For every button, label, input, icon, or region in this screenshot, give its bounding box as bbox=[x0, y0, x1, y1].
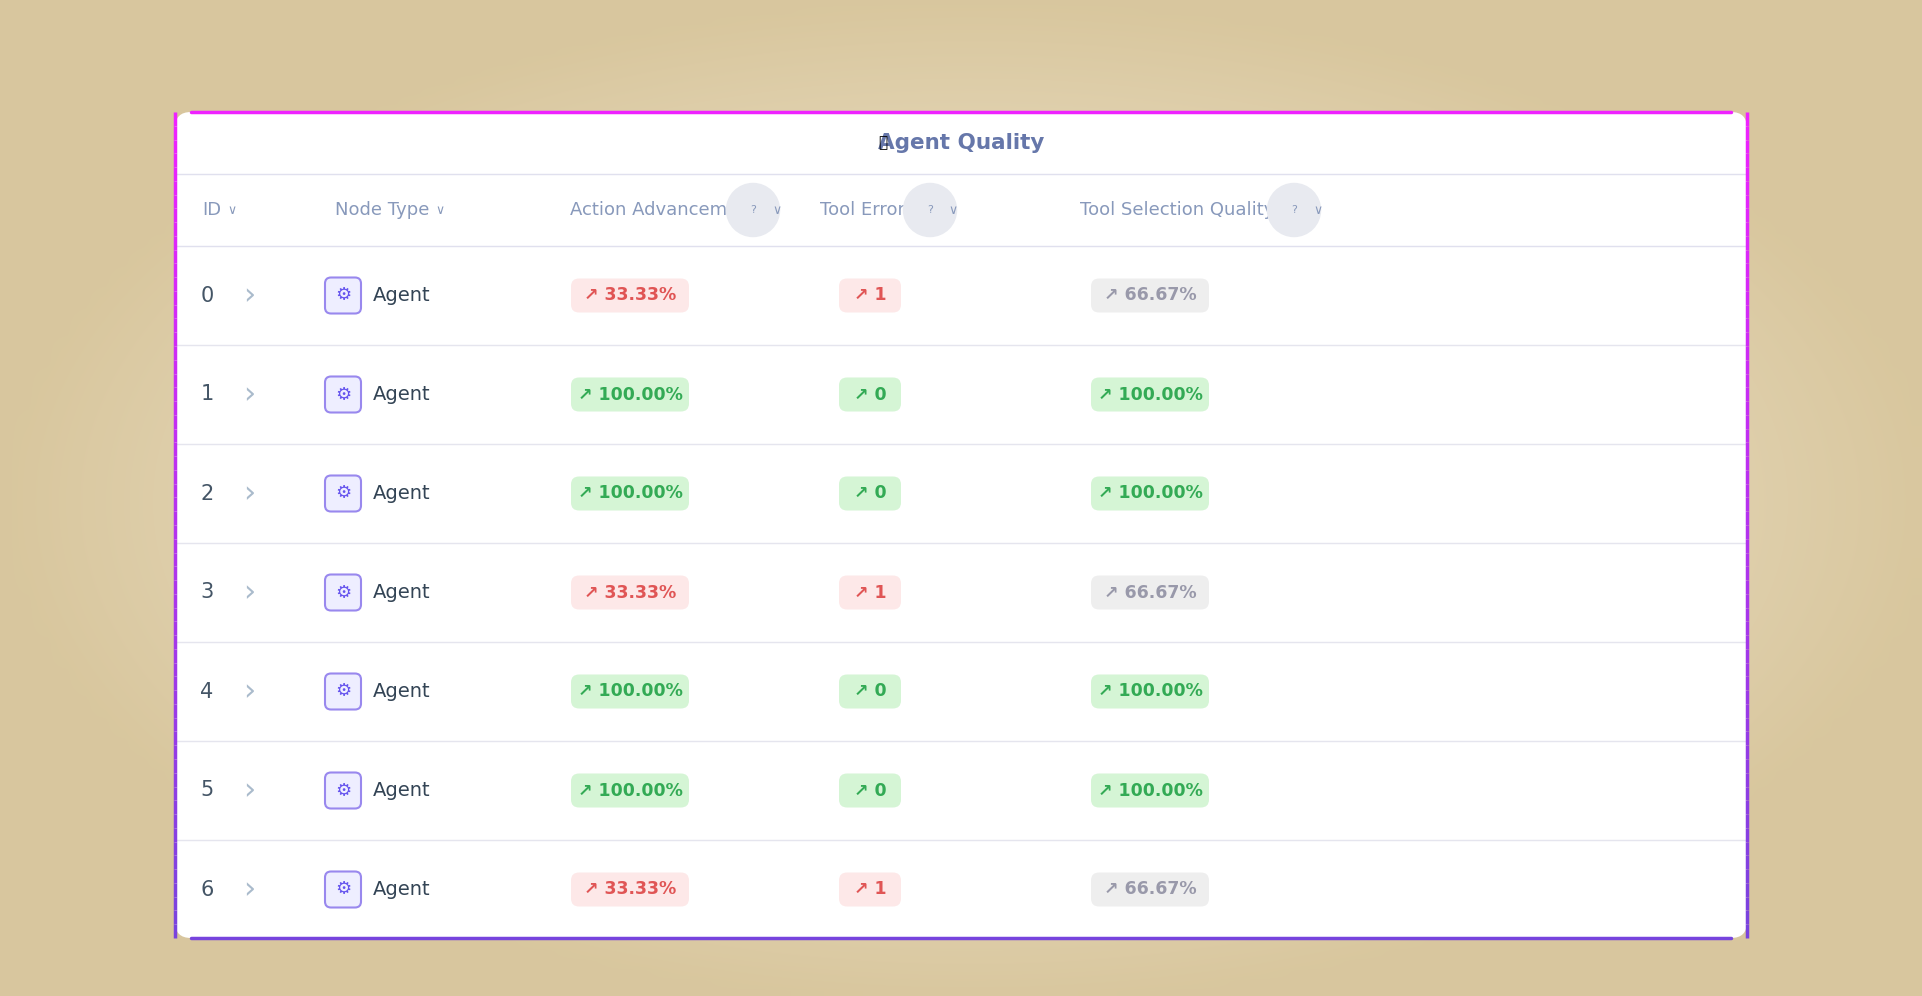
Text: ∨: ∨ bbox=[434, 203, 444, 216]
Text: ↗ 0: ↗ 0 bbox=[853, 385, 886, 403]
Text: ›: › bbox=[242, 677, 256, 706]
FancyBboxPatch shape bbox=[571, 674, 688, 708]
FancyBboxPatch shape bbox=[1092, 674, 1209, 708]
FancyBboxPatch shape bbox=[175, 112, 1747, 938]
Text: Agent: Agent bbox=[373, 781, 431, 800]
FancyBboxPatch shape bbox=[1092, 576, 1209, 610]
FancyBboxPatch shape bbox=[1092, 774, 1209, 808]
Text: ↗ 100.00%: ↗ 100.00% bbox=[1097, 782, 1203, 800]
Text: ↗ 100.00%: ↗ 100.00% bbox=[579, 782, 682, 800]
FancyBboxPatch shape bbox=[1092, 377, 1209, 411]
Text: 6: 6 bbox=[200, 879, 213, 899]
Text: Agent: Agent bbox=[373, 880, 431, 899]
Text: Agent: Agent bbox=[373, 385, 431, 404]
Text: ›: › bbox=[242, 776, 256, 805]
Text: Node Type: Node Type bbox=[334, 201, 429, 219]
FancyBboxPatch shape bbox=[571, 279, 688, 313]
Text: ⚙: ⚙ bbox=[334, 484, 352, 503]
FancyBboxPatch shape bbox=[325, 376, 361, 412]
Text: ↗ 33.33%: ↗ 33.33% bbox=[584, 584, 677, 602]
Text: ›: › bbox=[242, 281, 256, 310]
Text: Agent: Agent bbox=[373, 682, 431, 701]
Text: ›: › bbox=[242, 479, 256, 508]
FancyBboxPatch shape bbox=[1092, 872, 1209, 906]
FancyBboxPatch shape bbox=[840, 377, 901, 411]
Text: Tool Errors: Tool Errors bbox=[821, 201, 915, 219]
Text: ↗ 100.00%: ↗ 100.00% bbox=[579, 385, 682, 403]
Text: Agent: Agent bbox=[373, 286, 431, 305]
Text: 5: 5 bbox=[200, 781, 213, 801]
FancyBboxPatch shape bbox=[1092, 279, 1209, 313]
FancyBboxPatch shape bbox=[571, 872, 688, 906]
FancyBboxPatch shape bbox=[325, 575, 361, 611]
Text: Tool Selection Quality: Tool Selection Quality bbox=[1080, 201, 1274, 219]
Text: ?: ? bbox=[750, 205, 755, 215]
FancyBboxPatch shape bbox=[571, 576, 688, 610]
Text: ⚙: ⚙ bbox=[334, 880, 352, 898]
Text: ∨: ∨ bbox=[1313, 203, 1322, 216]
FancyBboxPatch shape bbox=[840, 774, 901, 808]
Text: 2: 2 bbox=[200, 483, 213, 504]
FancyBboxPatch shape bbox=[840, 279, 901, 313]
Text: ∨: ∨ bbox=[227, 203, 236, 216]
Text: ↗ 0: ↗ 0 bbox=[853, 484, 886, 503]
FancyBboxPatch shape bbox=[325, 673, 361, 709]
Text: ↗ 100.00%: ↗ 100.00% bbox=[1097, 484, 1203, 503]
Text: ›: › bbox=[242, 578, 256, 607]
Text: ⚙: ⚙ bbox=[334, 385, 352, 403]
FancyBboxPatch shape bbox=[840, 576, 901, 610]
Text: Agent: Agent bbox=[373, 583, 431, 602]
Text: 3: 3 bbox=[200, 583, 213, 603]
Text: ∨: ∨ bbox=[773, 203, 780, 216]
FancyBboxPatch shape bbox=[571, 476, 688, 511]
Text: ?: ? bbox=[1292, 205, 1297, 215]
Text: 0: 0 bbox=[200, 286, 213, 306]
Text: 4: 4 bbox=[200, 681, 213, 701]
Text: ⚙: ⚙ bbox=[334, 782, 352, 800]
FancyBboxPatch shape bbox=[325, 475, 361, 512]
Text: ?: ? bbox=[926, 205, 932, 215]
Text: ⚙: ⚙ bbox=[334, 584, 352, 602]
Text: ↗ 0: ↗ 0 bbox=[853, 682, 886, 700]
Text: ∨: ∨ bbox=[948, 203, 957, 216]
Text: ›: › bbox=[242, 380, 256, 409]
FancyBboxPatch shape bbox=[325, 872, 361, 907]
FancyBboxPatch shape bbox=[840, 674, 901, 708]
Text: ↗ 66.67%: ↗ 66.67% bbox=[1103, 287, 1195, 305]
Text: 1: 1 bbox=[200, 384, 213, 404]
Text: Agent: Agent bbox=[373, 484, 431, 503]
Text: Action Advancement: Action Advancement bbox=[571, 201, 757, 219]
Text: ↗ 0: ↗ 0 bbox=[853, 782, 886, 800]
Text: ID: ID bbox=[202, 201, 221, 219]
Text: ⚙: ⚙ bbox=[334, 287, 352, 305]
FancyBboxPatch shape bbox=[1092, 476, 1209, 511]
Text: 🤖: 🤖 bbox=[878, 135, 888, 150]
Text: ↗ 100.00%: ↗ 100.00% bbox=[1097, 682, 1203, 700]
FancyBboxPatch shape bbox=[325, 278, 361, 314]
Text: ↗ 1: ↗ 1 bbox=[853, 880, 886, 898]
FancyBboxPatch shape bbox=[325, 773, 361, 809]
Text: ⚙: ⚙ bbox=[334, 682, 352, 700]
FancyBboxPatch shape bbox=[840, 476, 901, 511]
Text: ↗ 66.67%: ↗ 66.67% bbox=[1103, 584, 1195, 602]
Text: ↗ 100.00%: ↗ 100.00% bbox=[1097, 385, 1203, 403]
Text: ↗ 100.00%: ↗ 100.00% bbox=[579, 484, 682, 503]
Text: ↗ 33.33%: ↗ 33.33% bbox=[584, 287, 677, 305]
Text: ↗ 33.33%: ↗ 33.33% bbox=[584, 880, 677, 898]
FancyBboxPatch shape bbox=[571, 377, 688, 411]
Text: Agent Quality: Agent Quality bbox=[878, 133, 1044, 153]
Text: ↗ 1: ↗ 1 bbox=[853, 287, 886, 305]
Text: ↗ 66.67%: ↗ 66.67% bbox=[1103, 880, 1195, 898]
FancyBboxPatch shape bbox=[840, 872, 901, 906]
Text: ↗ 1: ↗ 1 bbox=[853, 584, 886, 602]
Text: ↗ 100.00%: ↗ 100.00% bbox=[579, 682, 682, 700]
Text: ›: › bbox=[242, 875, 256, 904]
FancyBboxPatch shape bbox=[571, 774, 688, 808]
